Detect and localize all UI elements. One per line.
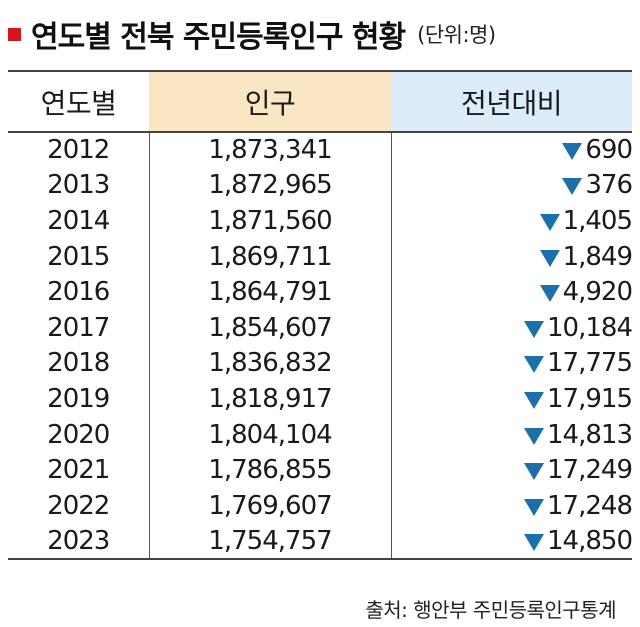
change-cell: 1,405 (390, 203, 633, 239)
year-cell: 2018 (47, 348, 110, 379)
population-cell: 1,786,855 (148, 452, 391, 488)
population-cell: 1,754,757 (148, 523, 391, 561)
change-cell: 17,248 (390, 487, 633, 524)
down-triangle-icon (539, 285, 560, 303)
population-table: 연도별 인구 전년대비 2012 1,873,341 690 2013 1,872,96… (8, 70, 633, 561)
source-note: 출처: 행안부 주민등록인구통계 (365, 598, 616, 622)
change-cell: 690 (390, 132, 633, 168)
change-cell: 17,915 (390, 381, 633, 417)
population-cell: 1,769,607 (148, 487, 391, 524)
change-value: 4,920 (562, 277, 633, 308)
year-cell: 2012 (47, 135, 110, 166)
table-row: 2020 1,804,104 14,813 (8, 416, 633, 453)
year-cell: 2014 (47, 205, 110, 236)
year-cell: 2017 (47, 312, 110, 343)
change-cell: 14,813 (390, 416, 633, 453)
title-bar: 연도별 전북 주민등록인구 현황 (단위:명) (8, 8, 496, 60)
table-row: 2019 1,818,917 17,915 (8, 381, 633, 417)
year-cell: 2020 (47, 419, 110, 450)
population-cell: 1,869,711 (148, 238, 391, 275)
change-value: 14,813 (547, 419, 633, 450)
change-value: 14,850 (547, 525, 633, 556)
down-triangle-icon (539, 249, 560, 267)
down-triangle-icon (524, 320, 545, 338)
table-row: 2018 1,836,832 17,775 (8, 345, 633, 382)
change-value: 17,915 (547, 383, 633, 414)
change-value: 690 (585, 135, 633, 166)
change-value: 10,184 (547, 312, 633, 343)
change-value: 17,249 (547, 455, 633, 486)
year-cell: 2022 (47, 490, 110, 521)
year-cell: 2019 (47, 383, 110, 414)
change-cell: 1,849 (390, 238, 633, 275)
down-triangle-icon (562, 143, 583, 161)
header-change: 전년대비 (391, 70, 632, 133)
change-value: 1,849 (562, 241, 633, 272)
table-row: 2014 1,871,560 1,405 (8, 203, 633, 239)
square-bullet-icon (8, 27, 21, 41)
down-triangle-icon (524, 391, 545, 409)
population-cell: 1,804,104 (148, 416, 391, 453)
down-triangle-icon (539, 213, 560, 231)
table-row: 2021 1,786,855 17,249 (8, 452, 633, 488)
change-value: 17,775 (547, 348, 633, 379)
header-year: 연도별 (8, 70, 149, 133)
unit-note: (단위:명) (417, 23, 496, 47)
change-value: 1,405 (562, 205, 633, 236)
population-cell: 1,864,791 (148, 274, 391, 310)
table-row: 2012 1,873,341 690 (8, 132, 633, 168)
table-row: 2016 1,864,791 4,920 (8, 274, 633, 310)
down-triangle-icon (524, 356, 545, 374)
year-cell: 2013 (47, 170, 110, 201)
year-cell: 2015 (47, 241, 110, 272)
population-cell: 1,854,607 (148, 309, 391, 346)
chart-title: 연도별 전북 주민등록인구 현황 (31, 20, 406, 55)
year-cell: 2023 (8, 523, 149, 561)
change-cell: 17,775 (390, 345, 633, 382)
change-cell: 10,184 (390, 309, 633, 346)
population-cell: 1,872,965 (148, 167, 391, 204)
table-row: 2017 1,854,607 10,184 (8, 309, 633, 346)
change-cell: 14,850 (390, 523, 633, 561)
table-row: 2013 1,872,965 376 (8, 167, 633, 204)
down-triangle-icon (524, 427, 545, 445)
table-row: 2023 1,754,757 14,850 (8, 523, 633, 561)
year-cell: 2021 (47, 455, 110, 486)
down-triangle-icon (524, 463, 545, 481)
down-triangle-icon (524, 533, 545, 551)
down-triangle-icon (524, 498, 545, 516)
change-cell: 17,249 (390, 452, 633, 488)
table-row: 2015 1,869,711 1,849 (8, 238, 633, 275)
year-cell: 2016 (47, 277, 110, 308)
change-value: 17,248 (547, 490, 633, 521)
population-cell: 1,818,917 (148, 381, 391, 417)
population-cell: 1,873,341 (148, 132, 391, 168)
change-value: 376 (585, 170, 633, 201)
population-cell: 1,871,560 (148, 203, 391, 239)
table-row: 2022 1,769,607 17,248 (8, 487, 633, 524)
header-population: 인구 (149, 70, 391, 133)
population-cell: 1,836,832 (148, 345, 391, 382)
down-triangle-icon (562, 178, 583, 196)
table-header-row: 연도별 인구 전년대비 (8, 70, 632, 133)
change-cell: 4,920 (390, 274, 633, 310)
table-body: 2012 1,873,341 690 2013 1,872,965 376 2014 1,87… (8, 132, 633, 561)
change-cell: 376 (390, 167, 633, 204)
